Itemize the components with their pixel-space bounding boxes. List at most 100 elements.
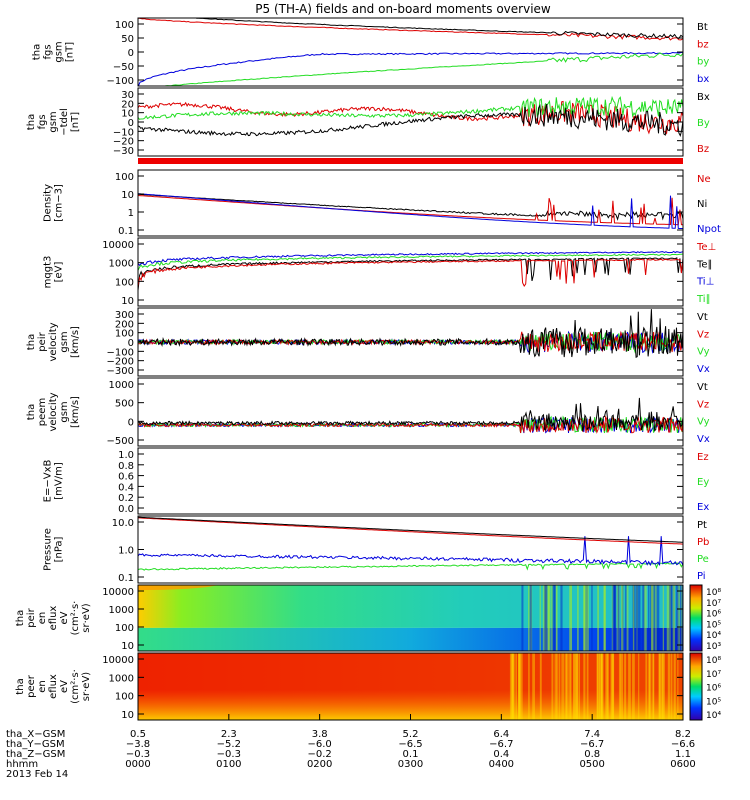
spec-stripe (575, 653, 578, 720)
spec-stripe (511, 653, 514, 720)
legend-Ex: Ex (697, 502, 709, 513)
trace-Pe (138, 562, 683, 571)
ytick-label: 30 (121, 90, 134, 101)
ylabel-line: eV (59, 611, 70, 624)
trace-bt (191, 18, 683, 40)
spec-stripe (529, 585, 531, 651)
ytick-label: 1.0 (118, 450, 134, 461)
spec-stripe (569, 653, 571, 720)
legend-Vy: Vy (697, 417, 710, 428)
ylabel-temp: mqgt3[eV] (43, 256, 65, 289)
legend-Vx: Vx (697, 434, 710, 445)
spec-stripe (586, 653, 589, 720)
ylabel-line: sr·eV) (81, 672, 92, 701)
ylabel-line: E=−VxB (43, 460, 54, 503)
xaxis-value: −5.2 (217, 739, 241, 750)
legend-Pt: Pt (697, 520, 707, 531)
ylabel-line: Pressure (43, 528, 54, 571)
xaxis-value: 8.2 (675, 729, 691, 740)
spec-stripe (643, 585, 647, 651)
ytick-label: 0.0 (118, 504, 134, 515)
spec-stripe (600, 653, 602, 720)
ylabel-line: [nT] (70, 112, 81, 132)
colorbar-label: 10⁸ (706, 656, 721, 666)
xaxis-value: −6.5 (398, 739, 422, 750)
ylabel-line: tha (26, 404, 37, 420)
trace-bz (138, 18, 683, 41)
trace-peir-black (138, 309, 683, 358)
spec-stripe (635, 585, 639, 651)
spec-stripe (556, 653, 558, 720)
ytick-label: −500 (107, 436, 134, 447)
spec-stripe (642, 585, 645, 651)
legend-Bt: Bt (697, 22, 708, 33)
ylabel-line: gsm (59, 331, 70, 352)
spec-stripe (573, 653, 576, 720)
panel-content (138, 309, 683, 358)
ylabel-peer_spec: thapeerenefluxeV(cm²·s·sr·eV) (15, 669, 92, 704)
xaxis-value: 3.8 (312, 729, 328, 740)
ytick-label: 100 (115, 329, 134, 340)
xaxis-row-label: tha_Y−GSM (6, 739, 65, 750)
panel-peem_v: thapeemvelocitygsm[km/s] 1000 500 0 −500 Vt Vz… (26, 377, 710, 447)
ytick-label: 10 (121, 109, 134, 120)
ylabel-line: [nT] (65, 42, 76, 62)
trace-Npot (138, 193, 683, 229)
panel-content (138, 18, 683, 86)
plot-title: P5 (TH-A) fields and on-board moments ov… (255, 2, 551, 16)
colorbar-label: 10⁶ (706, 684, 721, 694)
spec-stripe (621, 585, 624, 651)
xaxis-value: 2.3 (221, 729, 237, 740)
spec-stripe (513, 653, 515, 720)
spec-stripe (569, 585, 571, 651)
spec-stripe (527, 585, 530, 651)
spec-stripe (671, 585, 673, 651)
spec-stripe (662, 585, 665, 651)
spec-stripe (591, 585, 593, 651)
panel-content (138, 585, 683, 651)
spec-stripe (648, 585, 650, 651)
ylabel-line: (cm²·s· (70, 669, 81, 704)
legend-Ni: Ni (697, 199, 707, 210)
spec-stripe (651, 585, 654, 651)
ylabel-fgs_dsl: thafgsgsm−tdel[nT] (26, 108, 81, 136)
spec-stripe (570, 653, 572, 720)
spec-stripe (544, 585, 548, 651)
legend-Vy: Vy (697, 347, 710, 358)
spec-stripe (638, 653, 640, 720)
legend-Bx: Bx (697, 92, 710, 103)
ylabel-line: sr·eV) (81, 603, 92, 632)
panel-content (138, 95, 683, 137)
colorbar-label: 10⁵ (706, 620, 721, 630)
ytick-label: 1 (128, 208, 134, 219)
ytick-label: −20 (113, 137, 134, 148)
ytick-label: 1000 (109, 259, 134, 270)
spec-stripe (570, 585, 572, 651)
ylabel-line: −tdel (59, 108, 70, 136)
spec-stripe (612, 585, 616, 651)
trace-Te_par (138, 257, 683, 291)
ytick-label: 100 (115, 172, 134, 183)
ylabel-line: tha (26, 114, 37, 130)
ylabel-line: en (37, 680, 48, 693)
ylabel-line: Density (43, 184, 54, 222)
trace-Bx (138, 103, 683, 137)
panel-content (138, 250, 683, 291)
ytick-label: 200 (115, 319, 134, 330)
legend-Ti⊥: Ti⊥ (696, 277, 714, 288)
ylabel-peir_v: thapeirvelocitygsm[km/s] (26, 322, 81, 361)
xaxis-value: 0.1 (403, 749, 419, 760)
xaxis-value: 0400 (489, 759, 514, 770)
legend-bx: bx (697, 74, 709, 85)
ytick-label: −200 (107, 357, 134, 368)
xaxis-value: 0000 (125, 759, 150, 770)
ylabel-line: velocity (48, 392, 59, 431)
panel-temp: mqgt3[eV] 10000 1000 100 10 Te⊥ Te∥ Ti⊥ Ti∥ (43, 237, 716, 307)
ytick-label: 10000 (102, 655, 134, 666)
ylabel-line: tha (15, 678, 26, 694)
ylabel-line: [km/s] (70, 326, 81, 358)
spec-stripe (528, 653, 530, 720)
xaxis-value: 7.4 (584, 729, 600, 740)
spec-stripe (551, 585, 553, 651)
